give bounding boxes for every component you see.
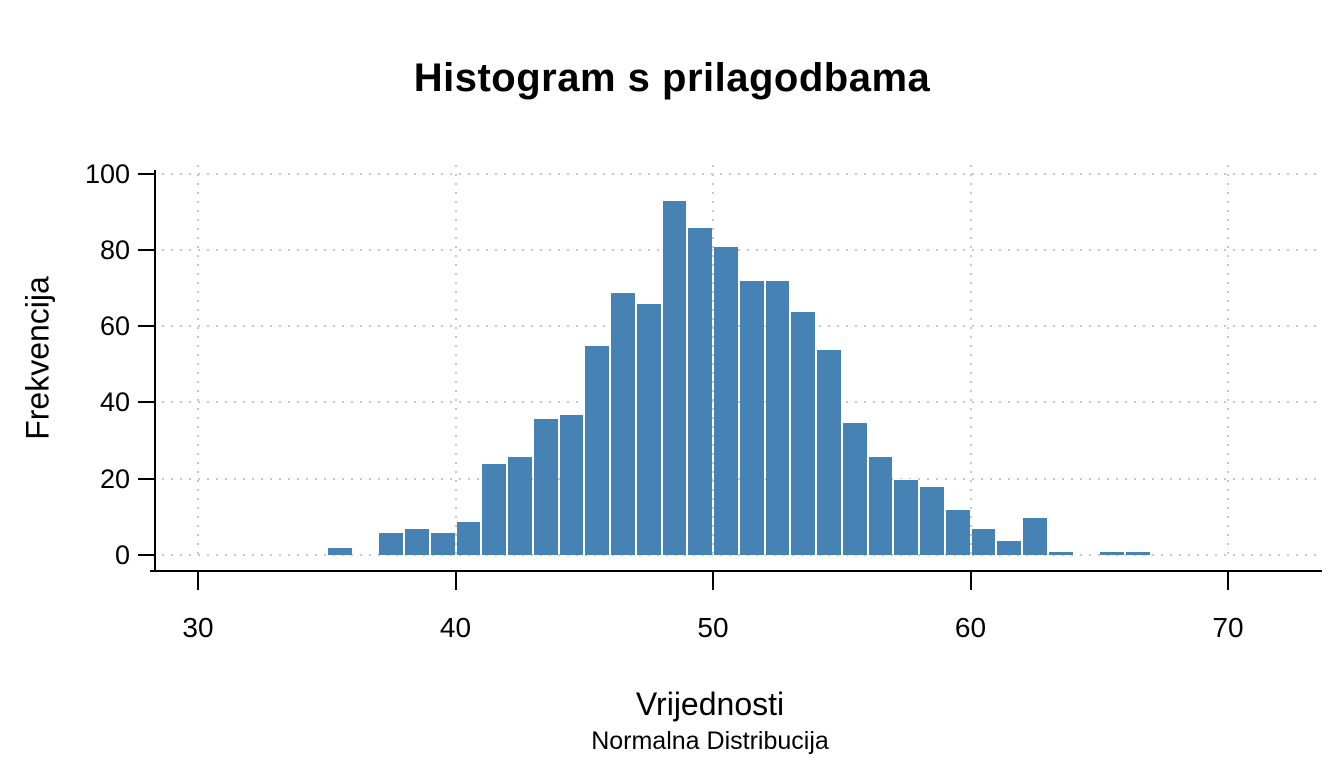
histogram-bar — [327, 547, 352, 555]
histogram-bar — [817, 349, 841, 555]
y-tick-40 — [138, 401, 156, 404]
histogram-bar — [1048, 551, 1073, 555]
x-tick-40 — [454, 572, 457, 590]
histogram-bar — [945, 509, 970, 555]
histogram-bar — [636, 303, 661, 555]
histogram-bar — [894, 478, 918, 555]
y-tick-20 — [138, 477, 156, 480]
histogram-bar — [714, 246, 738, 555]
gridline-x-70 — [1227, 165, 1229, 561]
histogram-bar — [482, 463, 506, 555]
histogram-bar — [611, 291, 635, 555]
histogram-bar — [1023, 516, 1047, 555]
x-tick-70 — [1227, 572, 1229, 590]
x-tick-label-40: 40 — [439, 612, 472, 643]
x-axis-label: Vrijednosti — [635, 686, 785, 722]
histogram-bar — [559, 413, 584, 555]
histogram-bar — [971, 528, 996, 555]
y-tick-100 — [138, 172, 156, 175]
x-axis-sublabel: Normalna Distribucija — [591, 727, 829, 755]
x-tick-label-30: 30 — [182, 612, 214, 643]
y-axis-line — [154, 170, 156, 571]
histogram-bar — [765, 280, 790, 555]
histogram-bar — [405, 528, 429, 555]
histogram-bar — [868, 455, 893, 555]
y-tick-60 — [138, 325, 156, 328]
y-tick-label-40: 40 — [99, 387, 130, 418]
histogram-bar — [688, 226, 712, 555]
histogram-bar — [430, 532, 455, 555]
x-axis-line — [150, 570, 1322, 572]
gridline-y-0 — [162, 554, 1320, 556]
gridline-x-30 — [197, 165, 199, 561]
y-tick-label-100: 100 — [84, 158, 130, 189]
y-tick-80 — [138, 248, 156, 251]
histogram-bar — [456, 520, 481, 555]
chart-title: Histogram s prilagodbama — [413, 56, 931, 100]
y-tick-0 — [138, 554, 156, 556]
x-tick-30 — [197, 572, 199, 590]
x-tick-60 — [969, 572, 972, 590]
y-tick-label-60: 60 — [99, 311, 130, 342]
x-tick-50 — [712, 572, 714, 590]
histogram-bar — [508, 455, 532, 555]
histogram-bar — [739, 280, 764, 555]
y-tick-label-20: 20 — [99, 463, 130, 494]
x-tick-label-70: 70 — [1212, 612, 1244, 643]
gridline-x-40 — [454, 165, 457, 561]
gridline-y-100 — [162, 172, 1320, 175]
histogram-bar — [533, 417, 558, 555]
histogram-bar — [1100, 551, 1124, 555]
histogram-bar — [842, 421, 867, 555]
histogram-bar — [1126, 551, 1150, 555]
histogram-bar — [920, 486, 944, 555]
histogram-bar — [585, 345, 609, 555]
y-tick-label-80: 80 — [99, 234, 130, 265]
y-tick-label-0: 0 — [114, 540, 130, 570]
histogram-bar — [662, 200, 687, 555]
gridline-x-50 — [712, 165, 714, 561]
gridline-x-60 — [969, 165, 972, 561]
histogram-bar — [997, 539, 1021, 555]
histogram-bar — [791, 310, 815, 555]
x-tick-label-60: 60 — [954, 612, 987, 643]
gridline-y-80 — [162, 248, 1320, 251]
x-tick-label-50: 50 — [697, 612, 729, 643]
histogram-bar — [379, 532, 403, 555]
